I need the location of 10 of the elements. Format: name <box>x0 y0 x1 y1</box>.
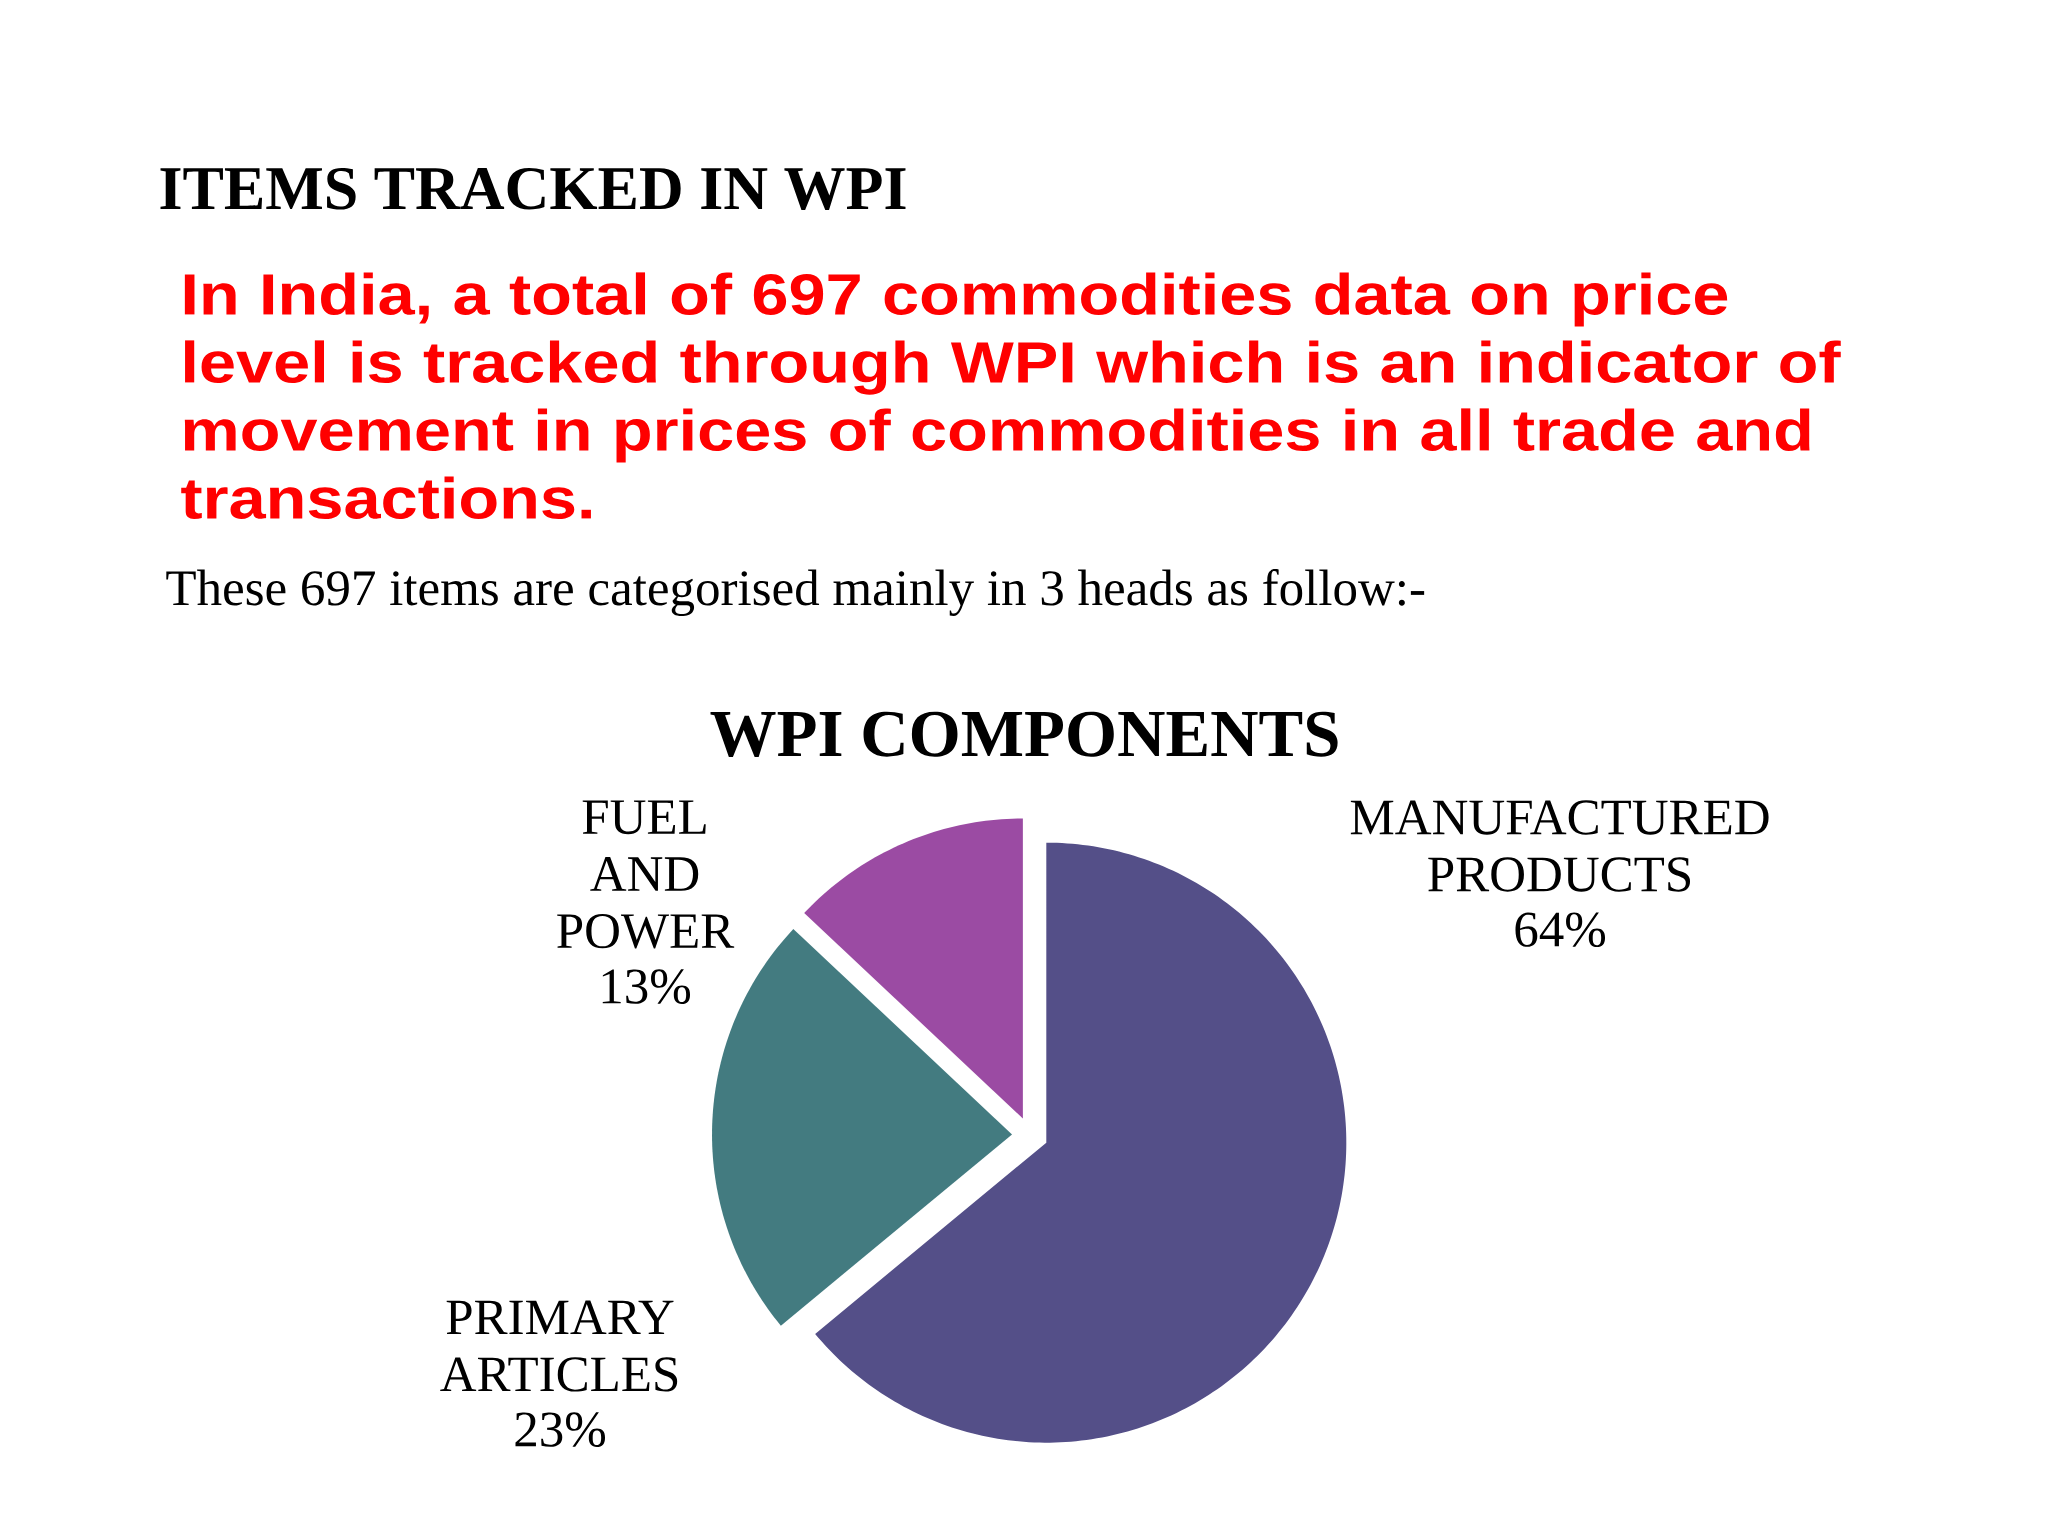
data-label: 23% <box>515 1412 606 1447</box>
text: ITEMS TRACKED IN WPI <box>160 167 906 210</box>
chart-title: WPI COMPONENTS <box>710 711 1338 757</box>
text: These 697 items are categorised mainly in 3 heads as follow:- <box>166 569 1425 616</box>
slice-label: FUEL AND POWER <box>557 800 735 949</box>
slice-label: PRIMARY ARTICLES <box>440 1300 678 1392</box>
slice-label: MANUFACTURED PRODUCTS <box>1350 800 1769 892</box>
data-label: 13% <box>602 969 691 1004</box>
text: In India, a total of 697 commodities data on price level is tracked through WPI which is an indicator of movement in prices of commodities in all trade and transactions. <box>181 272 1841 519</box>
data-label: 64% <box>1515 912 1606 948</box>
